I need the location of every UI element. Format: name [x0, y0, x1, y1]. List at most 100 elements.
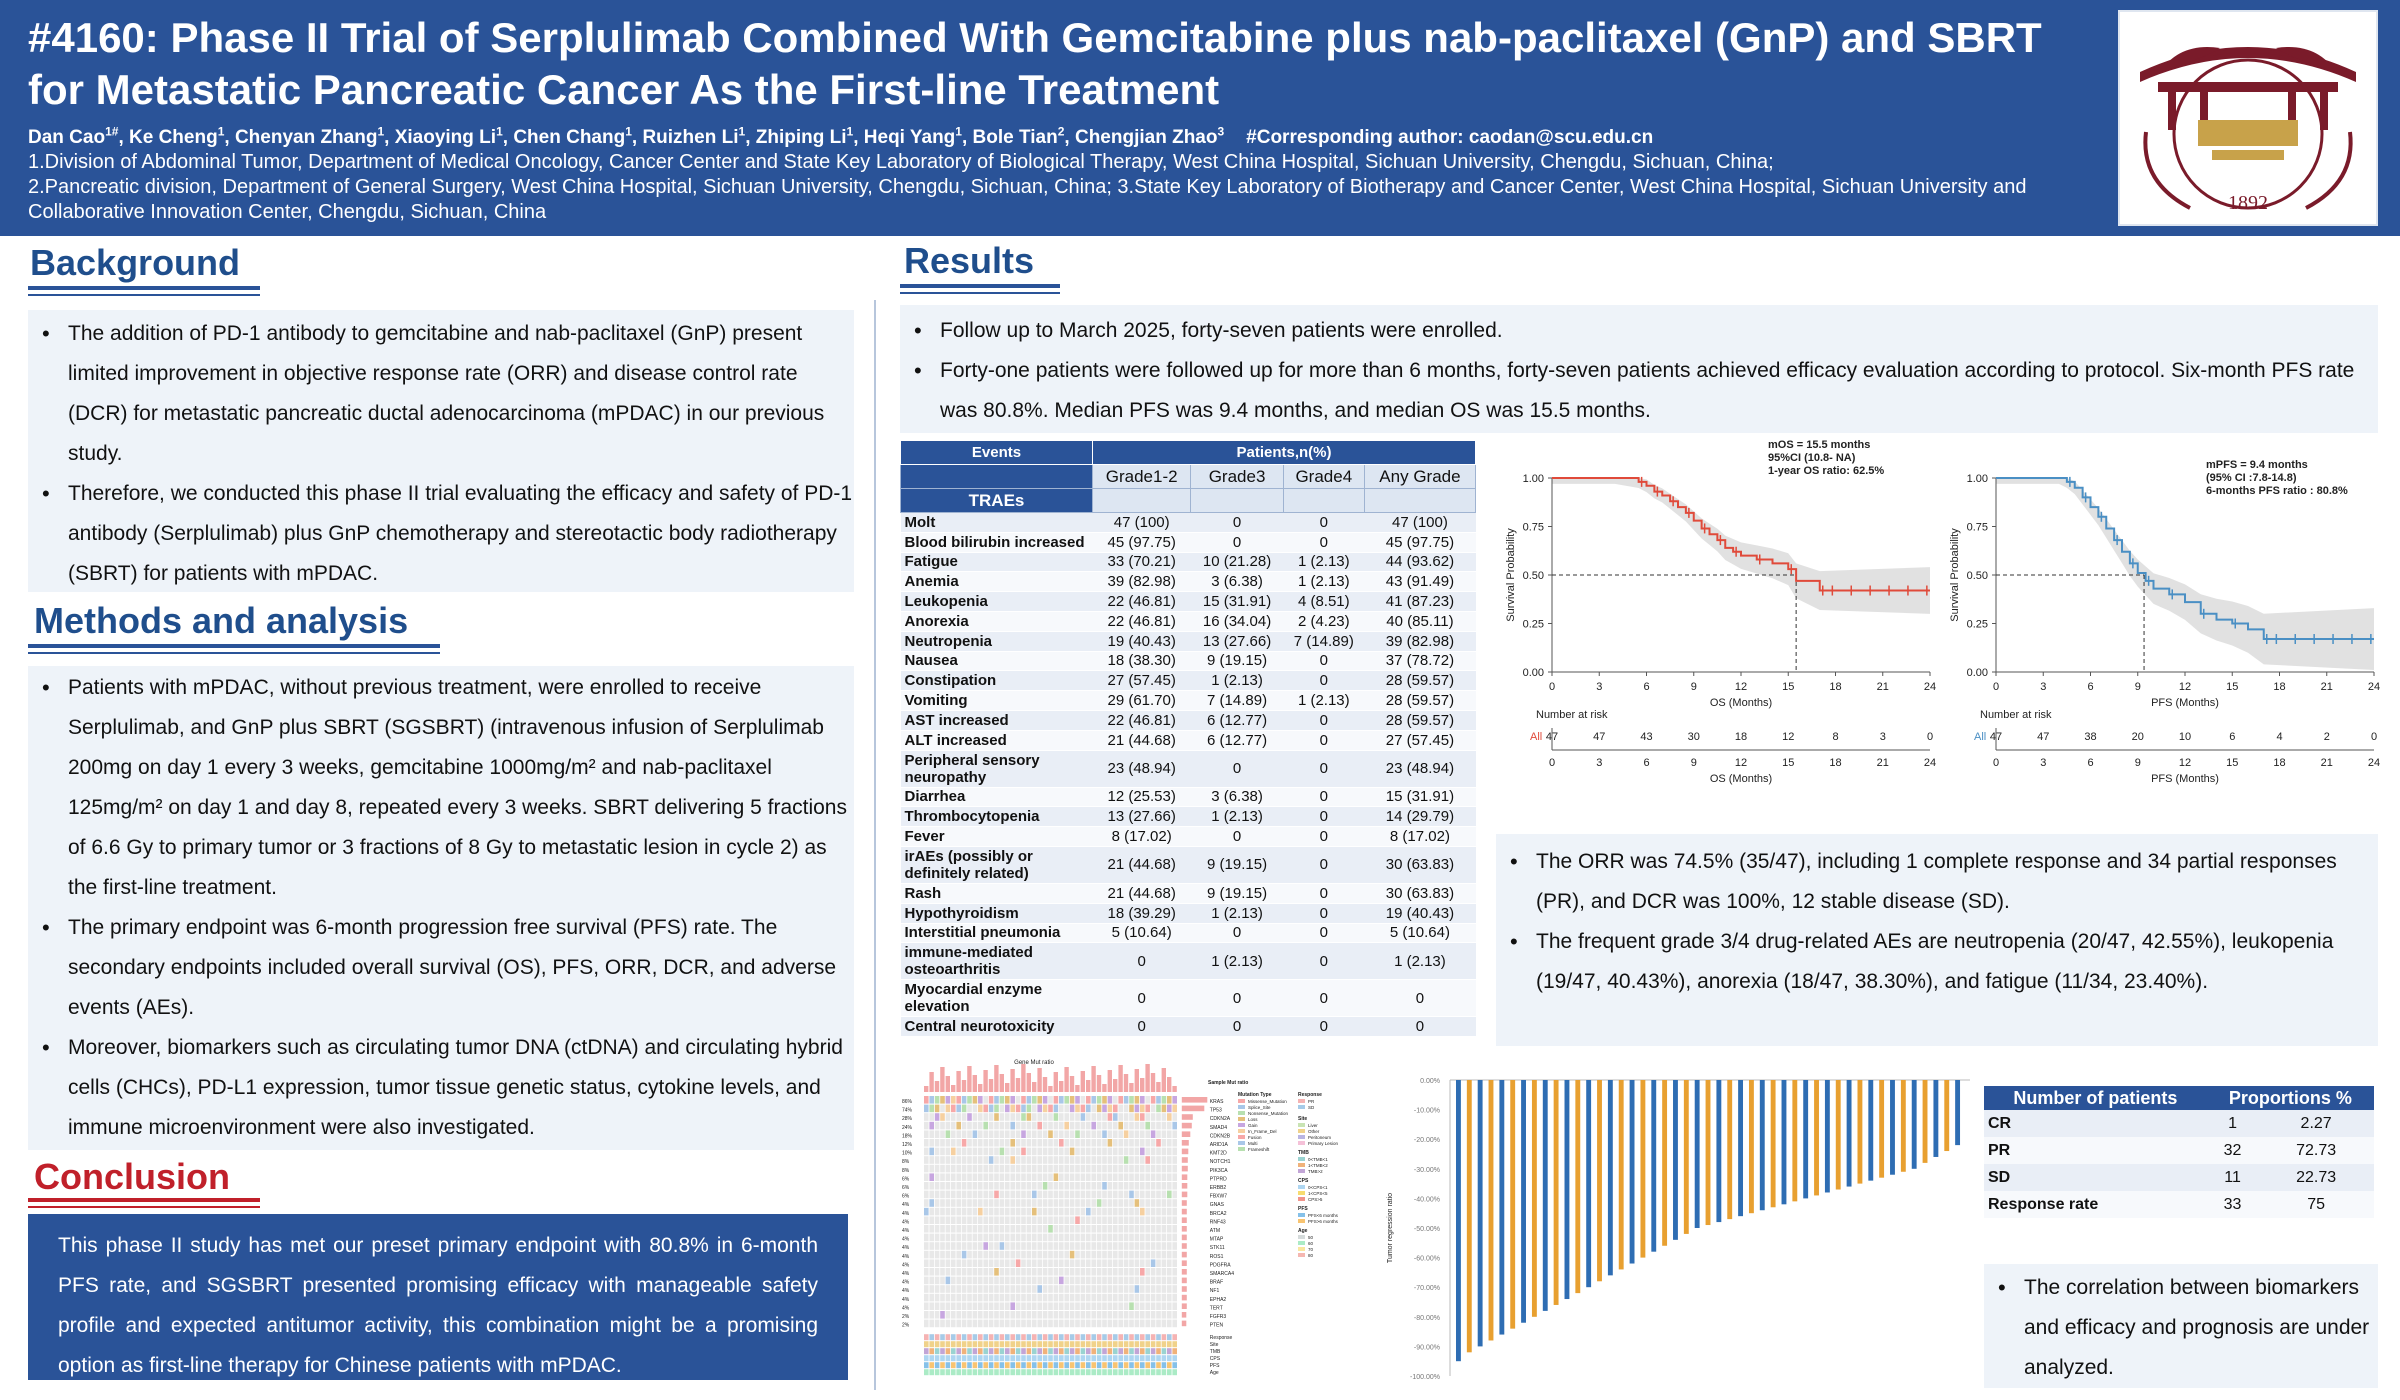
trae-event: ALT increased [900, 730, 1093, 751]
oncoplot-cell [967, 1242, 972, 1250]
oncoplot-cell [967, 1302, 972, 1310]
oncoplot-track-cell [983, 1341, 988, 1348]
oncoplot-track-cell [1069, 1355, 1075, 1362]
trae-grade3: 0 [1190, 750, 1284, 788]
oncoplot-cell [1123, 1104, 1129, 1113]
oncoplot-cell [961, 1147, 967, 1156]
oncoplot-cell [1113, 1225, 1118, 1233]
oncoplot-cell [945, 1173, 951, 1181]
trae-grade3: 1 (2.13) [1190, 942, 1284, 981]
sample-mutation-bar [934, 1081, 940, 1092]
oncoplot-cell [1129, 1156, 1134, 1164]
oncoplot-cell [1118, 1268, 1123, 1276]
oncoplot-track-cell [999, 1355, 1005, 1362]
oncoplot-cell [924, 1225, 929, 1233]
legend-swatch [1298, 1123, 1305, 1127]
oncoplot-cell [1107, 1147, 1113, 1156]
trae-grade12: 5 (10.64) [1092, 923, 1191, 944]
response-proportion: 22.73 [2258, 1164, 2374, 1191]
oncoplot-cell [951, 1147, 956, 1156]
oncoplot-cell [978, 1216, 983, 1224]
legend-item: Liver [1308, 1123, 1318, 1128]
risk-x-axis-label: PFS (Months) [2151, 773, 2219, 785]
gene-mut-ratio-bar [1181, 1157, 1188, 1163]
oncoplot-cell [994, 1311, 999, 1319]
sample-mutation-bar [1102, 1084, 1107, 1092]
legend-swatch [1238, 1111, 1245, 1115]
oncoplot-cell [1069, 1293, 1075, 1302]
oncoplot-cell [1075, 1113, 1080, 1121]
oncoplot-track-cell [1129, 1362, 1134, 1369]
oncoplot-cell [1064, 1319, 1069, 1328]
oncoplot-cell [1069, 1233, 1075, 1242]
trae-grade12: 13 (27.66) [1092, 806, 1191, 828]
trae-any-grade: 0 [1364, 1016, 1476, 1038]
oncoplot-cell [983, 1311, 988, 1319]
oncoplot-cell [1086, 1121, 1091, 1130]
oncoplot-track-cell [1064, 1355, 1069, 1362]
oncoplot-cell [1134, 1216, 1140, 1224]
results-bullet: Follow up to March 2025, forty-seven pat… [900, 311, 2378, 351]
oncoplot-cell [929, 1182, 934, 1190]
oncoplot-track-cell [967, 1341, 972, 1348]
background-underline-2 [28, 294, 260, 296]
oncoplot-cell [967, 1285, 972, 1293]
oncoplot-track-cell [1172, 1362, 1177, 1369]
oncoplot-cell [929, 1199, 934, 1207]
oncoplot-track-cell [1021, 1369, 1026, 1376]
affiliations: 1.Division of Abdominal Tumor, Departmen… [28, 150, 2078, 225]
trae-grade3: 9 (19.15) [1190, 883, 1284, 904]
oncoplot-track-cell [1161, 1341, 1167, 1348]
oncoplot-cell [1075, 1139, 1080, 1147]
oncoplot-cell [1015, 1182, 1021, 1190]
gene-pct: 4% [902, 1245, 910, 1251]
oncoplot-cell [1091, 1139, 1096, 1147]
oncoplot-cell [1156, 1096, 1161, 1104]
oncoplot-cell [934, 1147, 940, 1156]
oncoplot-cell [988, 1096, 994, 1104]
trae-grade12: 0 [1092, 942, 1191, 981]
oncoplot-cell [1059, 1293, 1064, 1302]
oncoplot-cell [1123, 1164, 1129, 1173]
oncoplot-track-cell [1145, 1369, 1150, 1376]
oncoplot-cell [1005, 1096, 1010, 1104]
oncoplot-cell [999, 1319, 1005, 1328]
oncoplot-cell [1042, 1207, 1048, 1216]
oncoplot-cell [1010, 1225, 1015, 1233]
trae-row: Anorexia 22 (46.81) 16 (34.04) 2 (4.23) 40 (… [900, 611, 1476, 632]
oncoplot-cell [1102, 1216, 1107, 1224]
oncoplot-cell [1015, 1104, 1021, 1113]
gene-label: BRAF [1210, 1280, 1223, 1286]
oncoplot-cell [951, 1207, 956, 1216]
oncoplot-cell [929, 1139, 934, 1147]
legend-item: 1<TMB<2 [1308, 1163, 1328, 1168]
methods-underline [28, 644, 440, 648]
oncoplot-cell [1156, 1302, 1161, 1310]
oncoplot-cell [1075, 1285, 1080, 1293]
oncoplot-cell [1075, 1121, 1080, 1130]
trae-row: Rash 21 (44.68) 9 (19.15) 0 30 (63.83) [900, 883, 1476, 904]
gene-label: PIK3CA [1210, 1168, 1228, 1174]
oncoplot-cell [1032, 1268, 1037, 1276]
trae-grade3: 0 [1190, 923, 1284, 944]
oncoplot-cell [1167, 1225, 1172, 1233]
oncoplot-cell [967, 1113, 972, 1121]
oncoplot-cell [1161, 1121, 1167, 1130]
oncoplot-cell [924, 1190, 929, 1199]
oncoplot-cell [1129, 1164, 1134, 1173]
oncoplot-cell [1053, 1285, 1059, 1293]
oncoplot-cell [1042, 1242, 1048, 1250]
oncoplot-track-cell [1037, 1341, 1042, 1348]
oncoplot-track-cell [1042, 1369, 1048, 1376]
gene-pct: 2% [902, 1314, 910, 1320]
trae-any-grade: 8 (17.02) [1364, 826, 1476, 847]
oncoplot-cell [1150, 1182, 1156, 1190]
oncoplot-cell [1150, 1104, 1156, 1113]
oncoplot-cell [994, 1216, 999, 1224]
waterfall-bar [1456, 1080, 1461, 1362]
oncoplot-cell [972, 1173, 978, 1181]
oncoplot-cell [988, 1164, 994, 1173]
oncoplot-cell [994, 1285, 999, 1293]
km-y-axis-label: Survival Probability [1949, 528, 1961, 622]
waterfall-bar [1564, 1080, 1570, 1300]
